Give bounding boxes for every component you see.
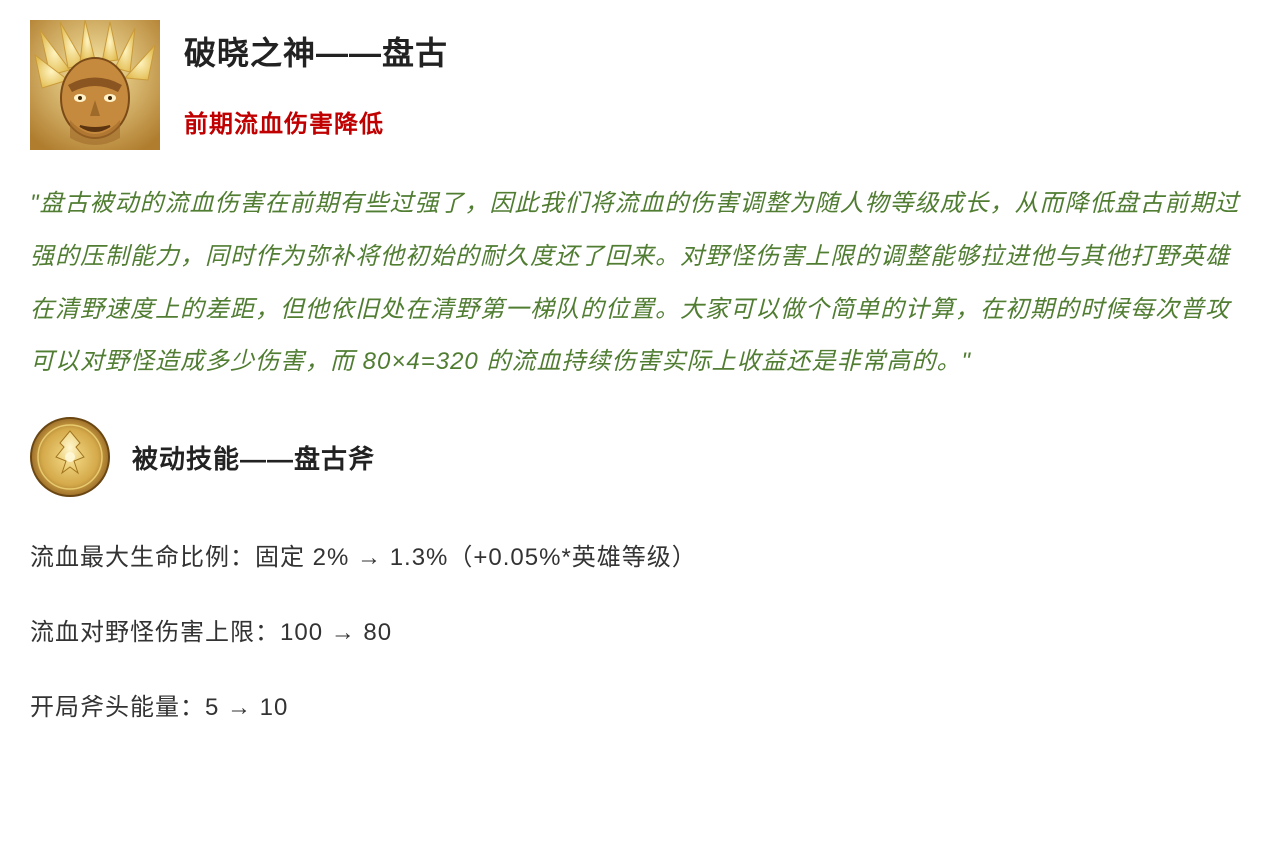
change-line: 流血最大生命比例：固定 2% → 1.3%（+0.05%*英雄等级） <box>30 537 1250 572</box>
hero-subtitle: 前期流血伤害降低 <box>184 104 448 139</box>
skill-header: 被动技能——盘古斧 <box>30 417 1250 497</box>
hero-title: 破晓之神——盘古 <box>184 28 448 74</box>
header: 破晓之神——盘古 前期流血伤害降低 <box>30 20 1250 150</box>
header-text: 破晓之神——盘古 前期流血伤害降低 <box>184 20 448 139</box>
change-line: 开局斧头能量：5 → 10 <box>30 687 1250 722</box>
passive-skill-icon <box>30 417 110 497</box>
skill-name: 被动技能——盘古斧 <box>132 439 375 476</box>
designer-quote: "盘古被动的流血伤害在前期有些过强了，因此我们将流血的伤害调整为随人物等级成长，… <box>30 178 1250 389</box>
pangu-portrait-icon <box>30 20 160 150</box>
change-line: 流血对野怪伤害上限：100 → 80 <box>30 612 1250 647</box>
skill-icon <box>30 417 110 497</box>
hero-portrait <box>30 20 160 150</box>
